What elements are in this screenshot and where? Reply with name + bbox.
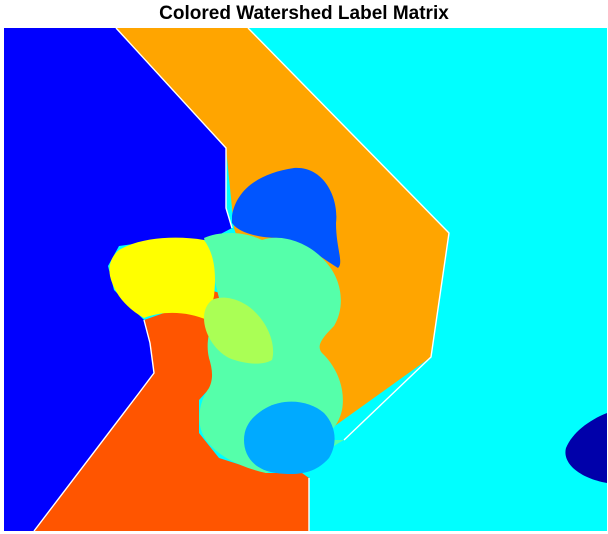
boundary-lines bbox=[33, 28, 450, 531]
region-red-orange bbox=[34, 290, 309, 531]
figure-title: Colored Watershed Label Matrix bbox=[159, 3, 449, 24]
region-royal-blue bbox=[232, 167, 341, 268]
region-azure bbox=[244, 401, 335, 475]
region-blue bbox=[4, 28, 232, 531]
region-yellow bbox=[109, 237, 215, 320]
label-matrix-svg bbox=[4, 28, 607, 531]
region-lime bbox=[204, 297, 274, 364]
label-matrix-image bbox=[4, 28, 607, 531]
region-navy bbox=[565, 413, 607, 483]
